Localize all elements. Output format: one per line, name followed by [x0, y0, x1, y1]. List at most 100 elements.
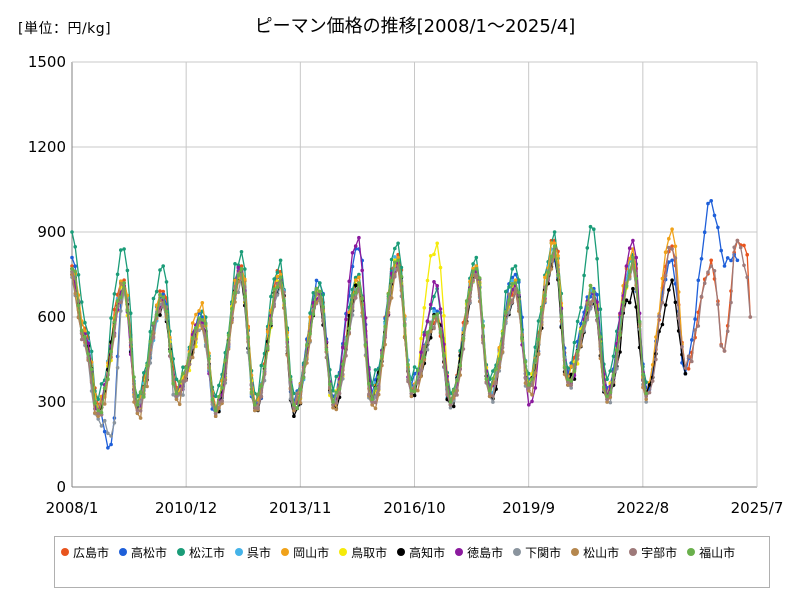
data-point	[605, 400, 609, 404]
data-point	[292, 408, 296, 413]
data-point	[308, 311, 312, 315]
data-point	[96, 411, 100, 416]
data-point	[569, 364, 573, 369]
data-point	[99, 410, 104, 415]
data-point	[262, 364, 267, 369]
data-point	[585, 246, 590, 250]
data-point	[438, 265, 443, 270]
data-point	[132, 375, 136, 379]
data-point	[389, 296, 394, 300]
data-point	[399, 265, 404, 270]
data-point	[164, 280, 169, 284]
data-point	[168, 349, 172, 354]
data-point	[158, 313, 162, 317]
data-point	[566, 377, 570, 382]
data-point	[243, 267, 247, 271]
data-point	[585, 315, 590, 320]
data-point	[442, 353, 446, 358]
data-point	[627, 300, 632, 305]
data-point	[530, 393, 534, 397]
data-point	[190, 321, 195, 325]
data-point	[138, 399, 143, 404]
data-point	[350, 293, 355, 297]
data-point	[533, 345, 538, 350]
data-point	[484, 377, 489, 381]
data-point	[399, 274, 404, 279]
data-point	[269, 294, 273, 299]
data-point	[158, 268, 162, 272]
data-point	[474, 255, 479, 260]
data-point	[451, 404, 456, 409]
data-point	[187, 362, 192, 367]
legend-item: 宇部市	[629, 542, 677, 562]
data-point	[295, 406, 300, 411]
data-point	[595, 300, 599, 304]
data-point	[376, 375, 381, 380]
data-point	[448, 403, 453, 407]
data-point	[523, 359, 528, 364]
data-point	[709, 258, 713, 263]
data-point	[334, 407, 339, 412]
data-point	[732, 245, 736, 250]
data-point	[324, 347, 329, 352]
data-point	[673, 244, 678, 249]
data-point	[712, 269, 717, 273]
data-point	[187, 352, 192, 357]
data-point	[353, 275, 358, 280]
data-point	[86, 331, 90, 335]
data-point	[494, 381, 498, 386]
data-point	[608, 369, 613, 373]
data-point	[174, 394, 179, 399]
data-point	[461, 336, 466, 341]
data-point	[738, 245, 743, 250]
data-point	[194, 312, 198, 317]
data-point	[719, 344, 723, 348]
data-point	[621, 300, 625, 305]
data-point	[575, 349, 580, 354]
data-point	[660, 322, 665, 327]
data-point	[667, 236, 671, 241]
data-point	[517, 278, 521, 282]
data-point	[373, 386, 378, 391]
data-point	[670, 244, 674, 248]
data-point	[641, 372, 645, 377]
data-point	[295, 392, 300, 396]
data-point	[265, 330, 270, 334]
x-tick-label: 2025/7	[731, 499, 784, 517]
data-point	[86, 352, 90, 356]
data-point	[507, 285, 511, 289]
data-point	[119, 281, 123, 286]
data-point	[99, 424, 104, 428]
data-point	[491, 376, 495, 381]
data-point	[341, 362, 345, 367]
data-point	[174, 397, 179, 402]
data-point	[412, 393, 417, 398]
data-point	[334, 401, 339, 405]
data-point	[389, 257, 394, 262]
data-point	[96, 414, 100, 419]
data-point	[265, 346, 270, 351]
data-point	[487, 394, 492, 399]
data-point	[353, 244, 358, 248]
data-point	[158, 309, 162, 314]
legend-marker	[513, 548, 522, 556]
data-point	[729, 258, 733, 263]
data-point	[370, 403, 375, 407]
data-point	[321, 304, 325, 309]
legend-marker	[397, 548, 406, 556]
legend-item: 福山市	[687, 542, 735, 562]
data-point	[106, 431, 110, 436]
data-point	[569, 379, 573, 383]
data-point	[432, 294, 436, 299]
data-point	[353, 283, 358, 288]
data-point	[602, 385, 606, 389]
data-point	[716, 225, 720, 230]
data-point	[510, 300, 515, 305]
data-point	[125, 268, 130, 273]
data-point	[676, 316, 681, 321]
data-point	[712, 213, 717, 218]
data-point	[106, 377, 110, 381]
data-point	[419, 359, 423, 364]
legend-marker	[235, 548, 244, 556]
data-point	[582, 273, 586, 278]
